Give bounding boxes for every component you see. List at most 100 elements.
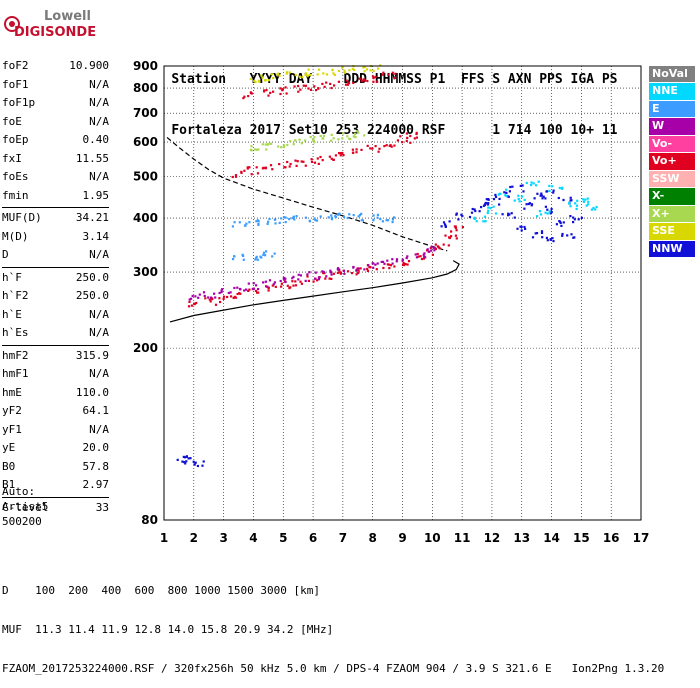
param-value: 10.900 bbox=[69, 59, 109, 72]
echo-pixel bbox=[282, 146, 286, 149]
echo-pixel bbox=[249, 148, 252, 151]
echo-pixel bbox=[242, 258, 245, 261]
echo-point bbox=[249, 74, 263, 84]
echo-point bbox=[548, 184, 564, 192]
direction-legend: NoVal NNE E W Vo- Vo+ SSW X- X+ SSE NNW bbox=[649, 66, 695, 258]
echo-pixel bbox=[256, 291, 259, 294]
echo-pixel bbox=[552, 240, 555, 243]
echo-pixel bbox=[352, 81, 355, 84]
echo-pixel bbox=[353, 133, 357, 136]
y-tick-label: 900 bbox=[133, 59, 158, 73]
echo-pixel bbox=[304, 279, 307, 282]
param-row: fxI 11.55 bbox=[2, 151, 109, 170]
echo-point bbox=[248, 219, 260, 226]
echo-pixel bbox=[523, 225, 526, 229]
echo-pixel bbox=[328, 155, 331, 158]
echo-pixel bbox=[314, 219, 317, 222]
echo-pixel bbox=[300, 282, 303, 285]
echo-pixel bbox=[519, 225, 522, 228]
echo-pixel bbox=[197, 296, 200, 299]
echo-point bbox=[497, 188, 508, 198]
echo-pixel bbox=[369, 69, 372, 72]
echo-point bbox=[263, 89, 275, 97]
echo-pixel bbox=[504, 194, 507, 197]
echo-pixel bbox=[550, 207, 553, 211]
echo-pixel bbox=[391, 218, 394, 221]
echo-pixel bbox=[355, 130, 358, 133]
param-value: N/A bbox=[89, 307, 109, 321]
echo-point bbox=[531, 230, 544, 239]
echo-pixel bbox=[522, 190, 525, 193]
echo-pixel bbox=[263, 89, 266, 92]
echo-pixel bbox=[264, 166, 268, 169]
true-height-profile-curve bbox=[169, 260, 460, 323]
echo-pixel bbox=[209, 300, 212, 303]
echo-pixel bbox=[308, 271, 311, 274]
echo-pixel bbox=[257, 79, 260, 82]
echo-pixel bbox=[261, 143, 264, 146]
echo-pixel bbox=[444, 224, 447, 227]
echo-point bbox=[254, 255, 263, 261]
footer-muf-label: MUF bbox=[2, 623, 22, 636]
echo-pixel bbox=[407, 260, 411, 263]
echo-pixel bbox=[317, 162, 320, 165]
echo-pixel bbox=[288, 165, 291, 168]
param-label: h`E bbox=[2, 307, 22, 321]
echo-pixel bbox=[405, 257, 408, 260]
echo-pixel bbox=[378, 147, 381, 150]
echo-pixel bbox=[252, 282, 255, 285]
param-row: foF1p N/A bbox=[2, 95, 109, 114]
echo-pixel bbox=[315, 89, 318, 92]
echo-point bbox=[261, 73, 275, 82]
param-value: 250.0 bbox=[75, 289, 109, 302]
echo-pixel bbox=[513, 216, 516, 219]
header-iga-value: 10+ bbox=[570, 123, 595, 138]
param-value: 1.95 bbox=[82, 188, 110, 202]
echo-pixel bbox=[442, 243, 445, 246]
echo-pixel bbox=[332, 158, 335, 161]
param-value: 250.0 bbox=[75, 270, 109, 284]
footer-d-1: 200 bbox=[68, 584, 89, 597]
echo-pixel bbox=[363, 268, 366, 271]
echo-point bbox=[351, 148, 363, 154]
echo-pixel bbox=[438, 247, 441, 250]
echo-pixel bbox=[498, 197, 501, 200]
echo-pixel bbox=[333, 73, 336, 76]
echo-point bbox=[294, 72, 308, 79]
auto-line1: Auto: bbox=[2, 485, 36, 498]
echo-pixel bbox=[243, 289, 246, 292]
footer-muf-5: 15.8 bbox=[200, 623, 228, 636]
echo-point bbox=[242, 91, 253, 100]
footer-muf-1: 11.4 bbox=[68, 623, 95, 636]
echo-point bbox=[540, 189, 555, 197]
echo-pixel bbox=[339, 152, 342, 155]
echo-pixel bbox=[434, 243, 437, 246]
echo-pixel bbox=[353, 68, 356, 71]
echo-pixel bbox=[546, 208, 549, 211]
echo-pixel bbox=[498, 203, 501, 206]
echo-pixel bbox=[330, 218, 333, 221]
param-row: foEp 0.40 bbox=[2, 132, 109, 151]
echo-pixel bbox=[505, 191, 508, 194]
echo-pixel bbox=[249, 91, 252, 94]
echo-pixel bbox=[267, 220, 270, 223]
echo-pixel bbox=[315, 219, 319, 222]
echo-pixel bbox=[432, 246, 435, 249]
echo-point bbox=[233, 286, 248, 292]
echo-pixel bbox=[227, 291, 230, 295]
echo-pixel bbox=[525, 181, 528, 185]
echo-pixel bbox=[255, 255, 258, 258]
echo-pixel bbox=[401, 263, 405, 266]
header-axn-value: 714 bbox=[507, 123, 532, 138]
echo-pixel bbox=[250, 145, 253, 148]
echo-pixel bbox=[544, 205, 547, 208]
echo-point bbox=[533, 192, 547, 200]
echo-pixel bbox=[274, 222, 277, 225]
echo-pixel bbox=[264, 254, 267, 257]
echo-pixel bbox=[372, 69, 375, 72]
echo-pixel bbox=[391, 221, 394, 224]
echo-point bbox=[470, 206, 483, 214]
echo-pixel bbox=[265, 285, 268, 288]
echo-pixel bbox=[541, 236, 544, 239]
echo-pixel bbox=[273, 252, 276, 255]
